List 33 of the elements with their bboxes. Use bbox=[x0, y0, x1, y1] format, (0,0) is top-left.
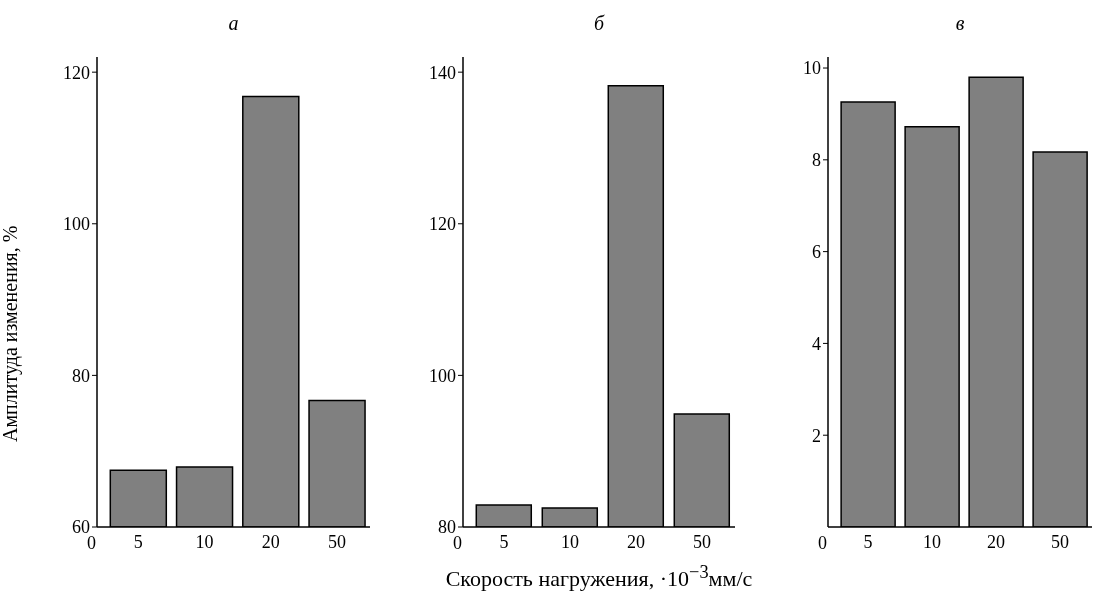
x-tick-label: 5 bbox=[133, 531, 143, 552]
y-tick-label: 2 bbox=[812, 425, 821, 446]
y-tick-label: 100 bbox=[63, 214, 90, 235]
y-tick-label: 6 bbox=[812, 242, 821, 262]
text: 0 bbox=[453, 533, 462, 554]
x-axis-title: Скорость нагружения, ·10$^{−3}$мм/с bbox=[444, 562, 754, 593]
x-tick-label: 50 bbox=[327, 531, 346, 552]
x-tick-label: 5 bbox=[499, 531, 509, 552]
y-tick-label: 100 bbox=[429, 365, 456, 386]
x-tick-label: 10 bbox=[195, 531, 214, 552]
y-tick-label: 120 bbox=[429, 214, 456, 235]
chart-title: б bbox=[592, 12, 606, 35]
text: 0 bbox=[87, 533, 96, 554]
y-tick-label: 80 bbox=[438, 517, 456, 538]
x-tick-label: 20 bbox=[627, 531, 645, 552]
y-tick-label: 120 bbox=[63, 62, 90, 83]
y-tick-label: 8 bbox=[812, 150, 821, 171]
chart-title: в bbox=[954, 12, 966, 35]
x-tick-label: 20 bbox=[261, 531, 280, 552]
x-tick-label: 10 bbox=[923, 531, 941, 552]
x-tick-label: 5 bbox=[863, 531, 873, 552]
x-tick-label: 10 bbox=[561, 531, 579, 552]
y-tick-label: 4 bbox=[812, 333, 821, 354]
text: 0 bbox=[818, 533, 827, 554]
chart-title: а bbox=[227, 12, 240, 35]
x-tick-label: 20 bbox=[987, 531, 1005, 552]
x-tick-label: 50 bbox=[1051, 531, 1069, 552]
y-tick-label: 60 bbox=[72, 517, 90, 538]
y-tick-label: 80 bbox=[72, 365, 90, 386]
x-tick-label: 50 bbox=[693, 531, 711, 552]
y-tick-label: 10 bbox=[803, 58, 821, 79]
y-tick-label: 140 bbox=[429, 62, 456, 83]
y-axis-title: Амплитуда изменения, % bbox=[0, 225, 23, 442]
